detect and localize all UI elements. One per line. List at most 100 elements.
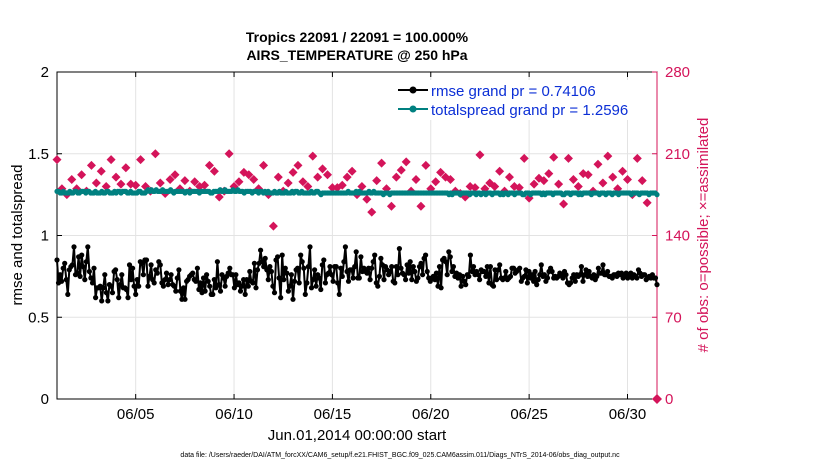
rmse-point [134,277,140,283]
obs-point [209,166,219,176]
y-left-tick-label: 0 [41,391,49,408]
obs-point [293,160,303,170]
rmse-point [140,272,146,278]
rmse-point [99,298,105,304]
y-left-tick-label: 1 [41,228,49,245]
rmse-point [177,288,183,294]
rmse-point [242,291,248,297]
obs-point [298,177,308,187]
rmse-point [415,275,421,281]
obs-point [52,155,62,165]
obs-point [637,176,647,186]
rmse-point [538,262,544,268]
rmse-point [477,277,483,283]
rmse-point [167,277,173,283]
obs-point [165,174,175,184]
rmse-point [145,283,151,289]
x-tick-label: 06/05 [117,406,155,423]
rmse-point [131,283,137,289]
x-tick-label: 06/15 [314,406,352,423]
x-axis: 06/05 06/10 06/15 06/20 06/25 06/30 [117,72,646,423]
rmse-point [205,278,211,284]
rmse-point [182,296,188,302]
y-axis-left-label: rmse and totalspread [9,165,26,306]
rmse-point [353,249,359,255]
rmse-point [211,277,217,283]
rmse-point [227,265,233,271]
rmse-point [330,278,336,284]
rmse-point [370,259,376,265]
rmse-point [392,280,398,286]
rmse-point [154,270,160,276]
y-axis-left: 0 0.5 1 1.5 2 [28,64,62,408]
rmse-point [83,259,89,265]
rmse-point [395,272,401,278]
rmse-point [467,252,473,258]
rmse-point [396,246,402,252]
rmse-point [245,283,251,289]
rmse-point [57,272,63,278]
obs-point [259,160,269,170]
rmse-point [79,252,85,258]
y-right-tick-label: 280 [665,64,690,81]
rmse-point [358,254,364,260]
obs-point [244,170,254,180]
rmse-point [287,283,293,289]
rmse-point [387,268,393,275]
rmse-point [338,265,344,271]
rmse-point [244,277,250,283]
obs-point [529,179,539,189]
rmse-point [88,275,94,281]
rmse-point [443,259,449,265]
rmse-point [237,288,244,294]
x-axis-label: Jun.01,2014 00:00:00 start [268,427,447,444]
rmse-point [321,257,327,263]
obs-point [214,192,224,202]
obs-point [362,194,372,204]
rmse-point [202,288,208,294]
rmse-point [322,280,328,286]
rmse-point [532,268,538,275]
obs-point [77,170,87,180]
y-left-tick-label: 1.5 [28,146,49,163]
rmse-point [160,283,166,289]
rmse-point [258,247,264,253]
obs-point [559,199,569,209]
rmse-point [82,277,88,283]
rmse-point [214,259,220,265]
rmse-point [424,268,430,275]
obs-point [391,172,401,182]
obs-point [136,155,146,165]
rmse-point [507,273,514,279]
rmse-point [254,267,261,273]
rmse-point [487,264,493,270]
rmse-point [174,275,180,281]
obs-point [539,176,549,186]
obs-point [180,176,190,186]
rmse-point [541,272,548,278]
rmse-point [128,277,134,283]
rmse-point [572,278,578,284]
rmse-point [376,273,382,279]
rmse-point [267,264,273,270]
rmse-point [288,272,294,278]
rmse-point [299,259,305,265]
y-axis-right: 0 70 140 210 280 [652,64,690,408]
obs-point [288,167,298,177]
obs-point [155,178,165,188]
rmse-point [71,244,77,250]
rmse-point [623,270,629,276]
rmse-point [404,262,410,268]
obs-point [549,152,559,162]
rmse-point [469,268,475,275]
rmse-point [580,278,586,284]
chart-title-line2: AIRS_TEMPERATURE @ 250 hPa [246,47,467,63]
rmse-point [275,254,281,260]
obs-point [431,177,441,187]
rmse-point [327,264,333,270]
rmse-point [510,265,517,271]
rmse-point [180,285,187,291]
rmse-point [410,264,416,270]
legend-rmse-marker [409,86,417,94]
